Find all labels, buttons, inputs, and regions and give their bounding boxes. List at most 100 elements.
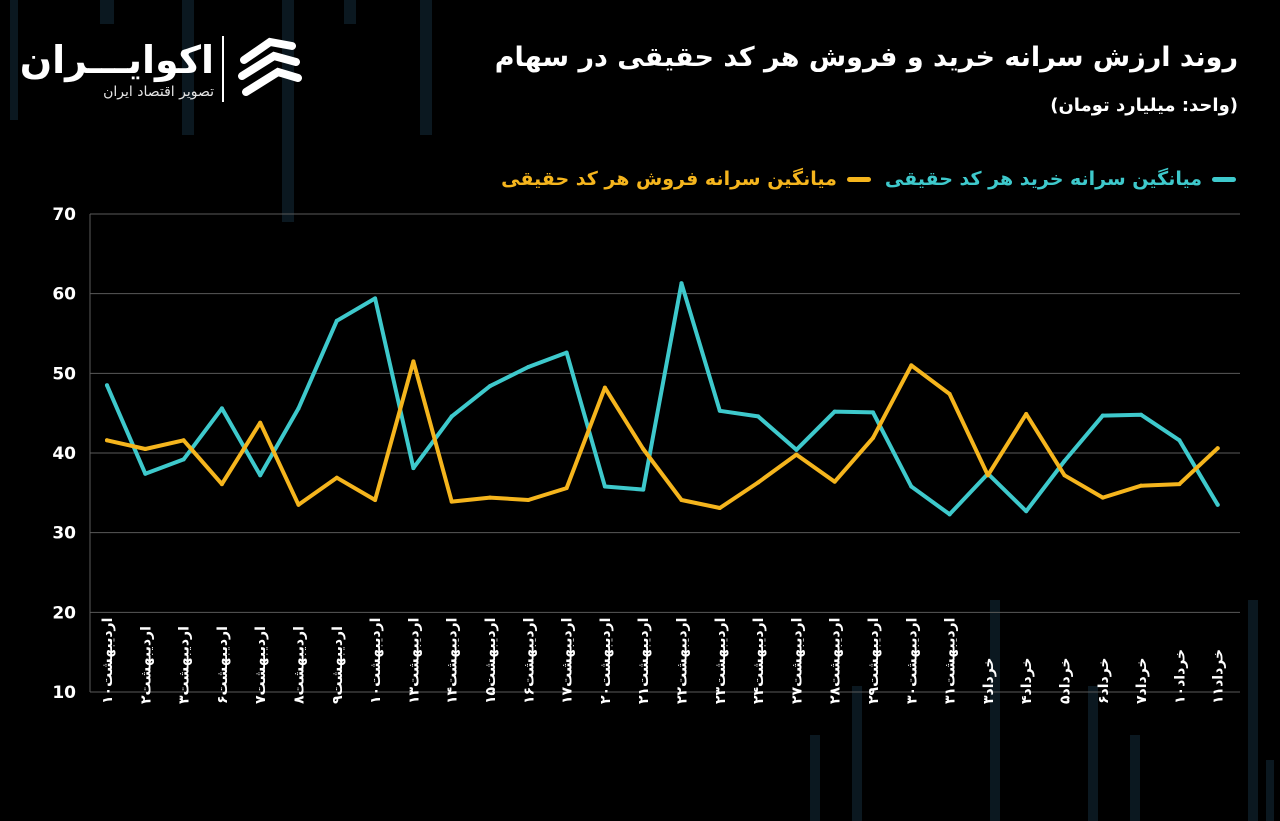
- data-point-sell: [526, 498, 531, 503]
- data-point-buy: [334, 318, 339, 323]
- data-point-sell: [296, 502, 301, 507]
- x-tick-label: اردیبهشت۲۴: [751, 618, 767, 704]
- chart-title: روند ارزش سرانه خرید و فروش هر کد حقیقی …: [494, 42, 1238, 73]
- bg-bar: [420, 0, 432, 135]
- x-tick-label: خرداد۳: [981, 657, 997, 704]
- data-point-sell: [1062, 473, 1067, 478]
- y-tick-label: 10: [52, 683, 76, 703]
- data-point-sell: [488, 495, 492, 500]
- legend-item-buy: میانگین سرانه خرید هر کد حقیقی: [885, 168, 1236, 190]
- data-point-sell: [143, 447, 148, 452]
- brand-divider: [222, 36, 224, 102]
- x-tick-label: اردیبهشت۲۲: [675, 618, 691, 704]
- data-point-buy: [641, 487, 646, 492]
- data-point-sell: [373, 498, 378, 503]
- y-tick-label: 60: [52, 285, 76, 305]
- y-tick-label: 50: [52, 364, 76, 384]
- legend-label-buy: میانگین سرانه خرید هر کد حقیقی: [884, 168, 1202, 190]
- x-tick-label: خرداد۱۱: [1211, 649, 1227, 704]
- x-tick-label: اردیبهشت۹: [330, 626, 346, 704]
- x-tick-label: اردیبهشت۷: [253, 626, 269, 704]
- chart-legend: میانگین سرانه خرید هر کد حقیقی میانگین س…: [501, 168, 1236, 190]
- data-point-buy: [296, 406, 301, 411]
- data-point-sell: [181, 438, 186, 443]
- legend-item-sell: میانگین سرانه فروش هر کد حقیقی: [501, 168, 871, 190]
- data-point-sell: [679, 498, 684, 503]
- data-point-buy: [105, 383, 109, 388]
- bg-bar: [1248, 600, 1258, 821]
- x-tick-label: خرداد۱۰: [1172, 649, 1188, 704]
- data-point-buy: [488, 384, 492, 389]
- data-point-buy: [219, 406, 224, 411]
- x-tick-label: اردیبهشت۱۵: [483, 618, 499, 704]
- series-line-buy: [105, 281, 1220, 517]
- data-point-sell: [794, 452, 799, 457]
- data-point-sell: [411, 359, 416, 364]
- data-point-buy: [1215, 502, 1220, 507]
- x-tick-label: اردیبهشت۳: [177, 626, 193, 704]
- data-point-buy: [909, 484, 914, 489]
- data-point-sell: [947, 392, 952, 397]
- data-point-sell: [1100, 495, 1105, 500]
- data-point-sell: [1215, 446, 1220, 451]
- data-point-sell: [1139, 483, 1144, 488]
- data-point-buy: [871, 410, 875, 415]
- data-point-sell: [258, 420, 263, 425]
- x-tick-label: اردیبهشت۱۳: [406, 618, 422, 704]
- x-tick-label: اردیبهشت۱۴: [445, 618, 461, 704]
- bg-bar: [100, 0, 114, 24]
- bg-bar: [810, 735, 820, 821]
- legend-swatch-sell: [846, 176, 871, 182]
- data-point-buy: [1177, 438, 1182, 443]
- data-point-buy: [947, 512, 952, 517]
- bg-bar: [990, 600, 1000, 821]
- y-tick-label: 40: [52, 444, 76, 464]
- brand-logo: اکوایـــران تصویر اقتصاد ایران: [19, 32, 310, 112]
- x-tick-label: خرداد۷: [1134, 657, 1150, 704]
- x-tick-label: خرداد۴: [1019, 657, 1035, 704]
- x-tick-label: اردیبهشت۱۰: [368, 618, 384, 704]
- data-point-buy: [756, 414, 761, 419]
- chart-unit: (واحد: میلیارد تومان): [1050, 95, 1238, 116]
- legend-label-sell: میانگین سرانه فروش هر کد حقیقی: [501, 168, 837, 190]
- bg-bar: [852, 686, 862, 821]
- data-point-sell: [1177, 482, 1182, 487]
- x-tick-label: اردیبهشت۱۶: [521, 618, 537, 704]
- data-point-buy: [373, 296, 378, 301]
- data-point-buy: [1024, 509, 1029, 514]
- ekoiran-logo-icon: [238, 37, 302, 96]
- x-tick-label: اردیبهشت۲۸: [828, 618, 844, 704]
- data-point-sell: [1024, 411, 1029, 416]
- x-tick-label: اردیبهشت۱۰: [100, 618, 116, 704]
- data-point-buy: [832, 409, 837, 414]
- data-point-sell: [832, 479, 837, 484]
- bg-bar: [1266, 760, 1274, 821]
- x-tick-label: اردیبهشت۲۹: [866, 618, 882, 704]
- data-point-buy: [794, 447, 799, 452]
- data-point-sell: [219, 482, 224, 487]
- brand-name: اکوایـــران: [19, 38, 214, 82]
- bg-bar: [344, 0, 356, 24]
- y-tick-label: 20: [52, 603, 76, 623]
- data-point-sell: [717, 505, 722, 510]
- data-point-buy: [1100, 413, 1105, 418]
- data-point-buy: [181, 457, 186, 462]
- x-tick-label: اردیبهشت۲۱: [636, 618, 652, 704]
- x-tick-label: اردیبهشت۳۱: [943, 618, 959, 704]
- data-point-sell: [602, 385, 607, 390]
- x-tick-label: اردیبهشت۶: [215, 626, 231, 704]
- data-point-buy: [602, 484, 607, 489]
- data-point-sell: [909, 363, 914, 368]
- y-tick-label: 70: [52, 205, 76, 225]
- data-point-sell: [105, 438, 109, 443]
- data-point-buy: [143, 471, 148, 476]
- data-point-sell: [334, 475, 339, 480]
- data-point-sell: [756, 480, 761, 485]
- bg-bar: [182, 0, 194, 135]
- data-point-buy: [564, 350, 569, 355]
- bg-bar: [1088, 686, 1098, 821]
- data-point-buy: [679, 281, 684, 286]
- data-point-buy: [717, 408, 722, 413]
